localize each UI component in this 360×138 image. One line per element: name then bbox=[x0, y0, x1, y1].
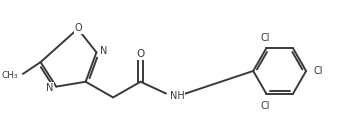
Text: NH: NH bbox=[170, 91, 185, 101]
Text: N: N bbox=[100, 46, 107, 56]
Text: Cl: Cl bbox=[261, 33, 270, 43]
Text: O: O bbox=[75, 23, 82, 33]
Text: CH₃: CH₃ bbox=[1, 71, 18, 80]
Text: O: O bbox=[136, 49, 145, 59]
Text: Cl: Cl bbox=[313, 66, 323, 76]
Text: Cl: Cl bbox=[261, 101, 270, 111]
Text: N: N bbox=[46, 83, 53, 93]
